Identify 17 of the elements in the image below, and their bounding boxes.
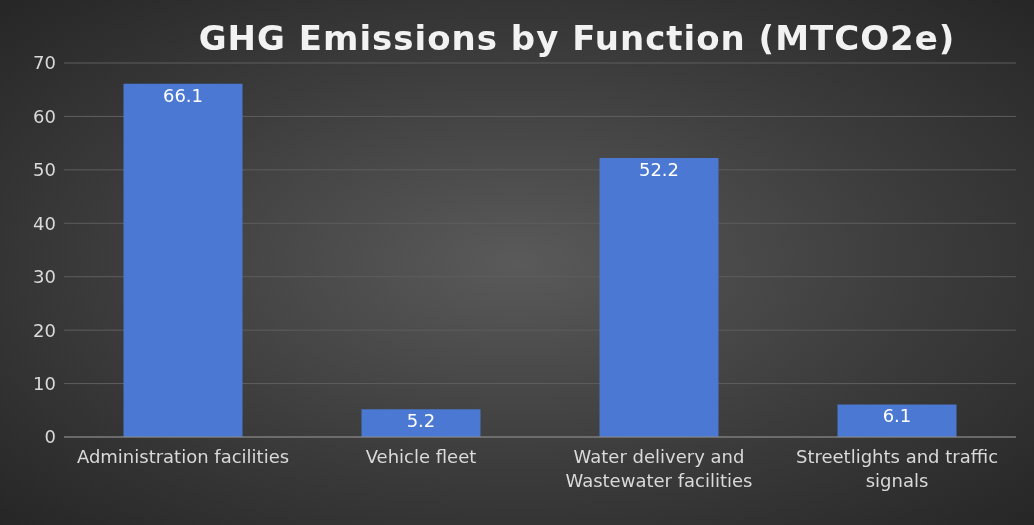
y-tick-label: 30 [33,266,56,288]
y-tick-label: 10 [33,372,56,394]
y-tick-label: 70 [33,52,56,74]
x-tick-label: Administration facilities [76,446,290,467]
y-tick-label: 50 [33,159,56,181]
x-tick-label: Vehicle fleet [365,446,477,467]
x-tick-label: Streetlights and traffic signals [795,446,999,491]
x-tick-label: Water delivery and Wastewater facilities [565,446,753,491]
y-tick-label: 0 [44,426,56,448]
data-label: 6.1 [882,405,912,427]
data-label: 66.1 [162,84,204,106]
chart-title: GHG Emissions by Function (MTCO2e) [198,18,956,58]
y-tick-label: 40 [33,212,56,234]
data-label: 52.2 [638,158,680,180]
data-label: 5.2 [406,410,436,431]
y-tick-label: 20 [33,319,56,341]
y-tick-label: 60 [33,105,56,127]
